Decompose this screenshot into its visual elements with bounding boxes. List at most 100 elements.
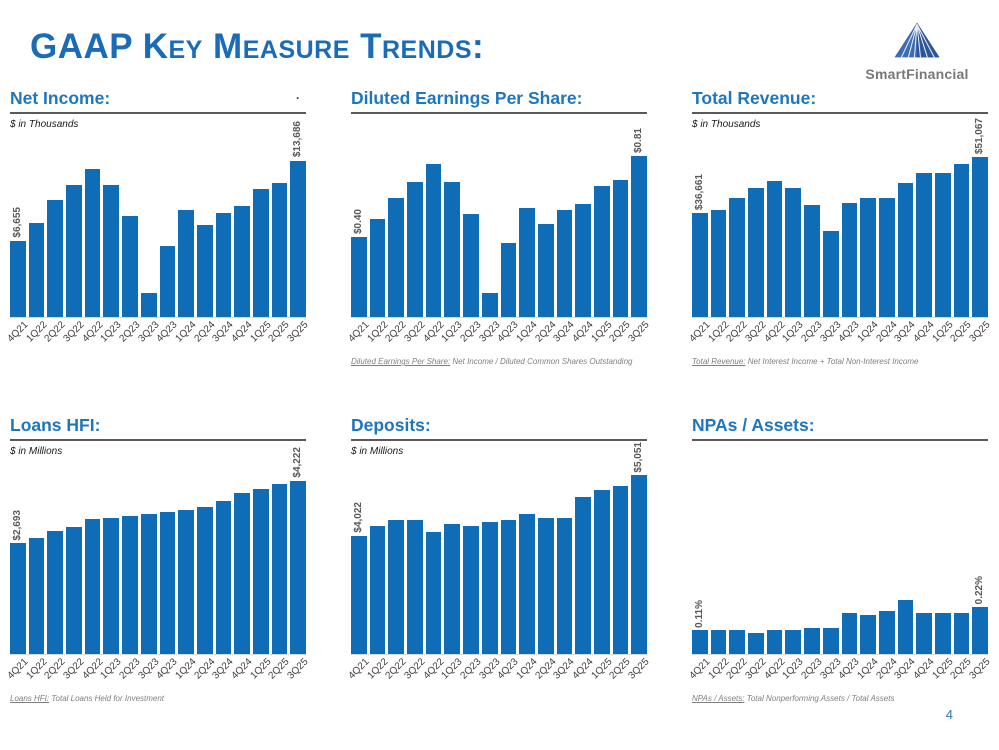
bar-1Q24: [178, 509, 194, 654]
bar-column: [122, 134, 138, 317]
bar-2Q22: [388, 520, 405, 654]
bar-column: [140, 134, 157, 317]
bar-4Q23: [159, 511, 176, 654]
page-title: GAAP Key Measure Trends:: [30, 27, 485, 66]
bar-column: [785, 134, 802, 317]
bar-3Q23: [140, 292, 157, 317]
bar-column: [897, 461, 914, 654]
bar-4Q21: [692, 213, 708, 317]
x-axis-label: 1Q23: [98, 319, 124, 345]
bar-3Q24: [215, 212, 232, 317]
bar-2Q24: [878, 197, 895, 317]
x-axis-label: 3Q24: [210, 656, 236, 682]
bar-2Q23: [122, 215, 138, 317]
bar-column: [425, 134, 442, 317]
x-axis-tick: 3Q22: [61, 656, 86, 690]
bar-3Q25: [631, 475, 647, 654]
bar-column: [500, 461, 517, 654]
bar-4Q24: [916, 172, 932, 317]
bar-1Q25: [252, 188, 269, 317]
footnote-lead: NPAs / Assets:: [692, 694, 745, 703]
bar-1Q23: [444, 524, 461, 654]
chart-footnote: Diluted Earnings Per Share: Net Income /…: [351, 357, 647, 367]
x-axis: 4Q21 1Q22 2Q22 3Q22 4Q22 1Q23 2Q23 3Q23 4Q23 1Q24…: [346, 656, 651, 690]
bar-column: [934, 461, 951, 654]
bar-column: [822, 461, 839, 654]
x-axis-label: 2Q23: [799, 319, 825, 345]
bar-value-label: $36,661: [693, 174, 705, 211]
bar-column: [729, 134, 746, 317]
x-axis-label: 3Q25: [285, 656, 311, 682]
x-axis-label: 2Q22: [724, 319, 750, 345]
x-axis-tick: 2Q23: [117, 656, 142, 690]
bar-2Q22: [47, 531, 64, 654]
bar-4Q24: [234, 492, 250, 654]
bar-2Q24: [196, 506, 213, 654]
bar-2Q23: [122, 516, 138, 654]
bar-1Q24: [519, 207, 535, 317]
x-axis-tick: 2Q23: [799, 656, 824, 690]
bar-3Q22: [66, 185, 82, 317]
bar-column: [953, 461, 970, 654]
bar-3Q22: [407, 181, 423, 317]
x-axis-label: 4Q21: [5, 319, 31, 345]
footnote-rest: Net Income / Diluted Common Shares Outst…: [450, 357, 633, 366]
x-axis-tick: 1Q24: [514, 656, 539, 690]
x-axis-label: 1Q23: [439, 656, 465, 682]
bar-4Q23: [159, 246, 176, 317]
logo-text: SmartFinancial: [865, 66, 969, 82]
bar-column: [28, 134, 45, 317]
x-axis-tick: 4Q21: [346, 319, 371, 353]
x-axis-label: 3Q24: [892, 319, 918, 345]
bar-column: [575, 461, 591, 654]
bar-4Q24: [234, 206, 250, 317]
x-axis-label: 1Q23: [780, 319, 806, 345]
x-axis-label: 4Q24: [570, 656, 596, 682]
bar-column: [612, 134, 629, 317]
x-axis: 4Q21 1Q22 2Q22 3Q22 4Q22 1Q23 2Q23 3Q23 4Q23 1Q24…: [346, 319, 651, 353]
bar-column: [388, 134, 405, 317]
x-axis-label: 2Q22: [383, 656, 409, 682]
bar-column: [953, 134, 970, 317]
x-axis-label: 4Q24: [229, 656, 255, 682]
bar-3Q23: [481, 522, 498, 654]
bar-value-label: $4,022: [352, 502, 364, 533]
x-axis-label: 3Q25: [626, 656, 652, 682]
bar-4Q22: [84, 519, 101, 654]
title-underline: [692, 112, 988, 114]
x-axis: 4Q21 1Q22 2Q22 3Q22 4Q22 1Q23 2Q23 3Q23 4Q23 1Q24…: [687, 656, 992, 690]
bar-3Q23: [140, 513, 157, 654]
bar-1Q22: [710, 209, 727, 317]
chart-total-revenue: Total Revenue: $ in Thousands $36,661 $51…: [687, 88, 992, 367]
bar-plot: $6,655 $13,686: [10, 121, 306, 318]
chart-title: Net Income:: [10, 88, 111, 108]
bar-column: 0.11%: [692, 461, 708, 654]
bar-1Q23: [785, 630, 802, 654]
title-underline: [351, 439, 647, 441]
x-axis-tick: 2Q23: [458, 656, 483, 690]
bar-value-label: $6,655: [11, 207, 23, 238]
x-axis-label: 1Q24: [855, 656, 881, 682]
bar-4Q21: [692, 630, 708, 654]
bar-column: [593, 134, 610, 317]
bar-4Q23: [500, 243, 517, 317]
chart-footnote: [10, 357, 306, 367]
bar-4Q22: [766, 630, 783, 654]
bar-4Q22: [84, 168, 101, 317]
bar-1Q23: [785, 187, 802, 317]
bar-3Q22: [66, 527, 82, 654]
x-axis-label: 4Q21: [346, 319, 372, 345]
bar-3Q25: [290, 480, 306, 654]
x-axis-label: 1Q24: [173, 319, 199, 345]
chart-diluted-eps: Diluted Earnings Per Share: $0.40 $0.81 4…: [346, 88, 651, 367]
bar-column: [537, 461, 554, 654]
x-axis-tick: 4Q24: [571, 319, 596, 353]
bar-column: [252, 134, 269, 317]
bar-1Q22: [710, 630, 727, 654]
bar-column: [878, 134, 895, 317]
bar-column: [766, 461, 783, 654]
bar-3Q25: [290, 160, 306, 317]
bar-column: [748, 461, 764, 654]
bar-3Q22: [748, 187, 764, 317]
x-axis-label: 4Q24: [911, 656, 937, 682]
